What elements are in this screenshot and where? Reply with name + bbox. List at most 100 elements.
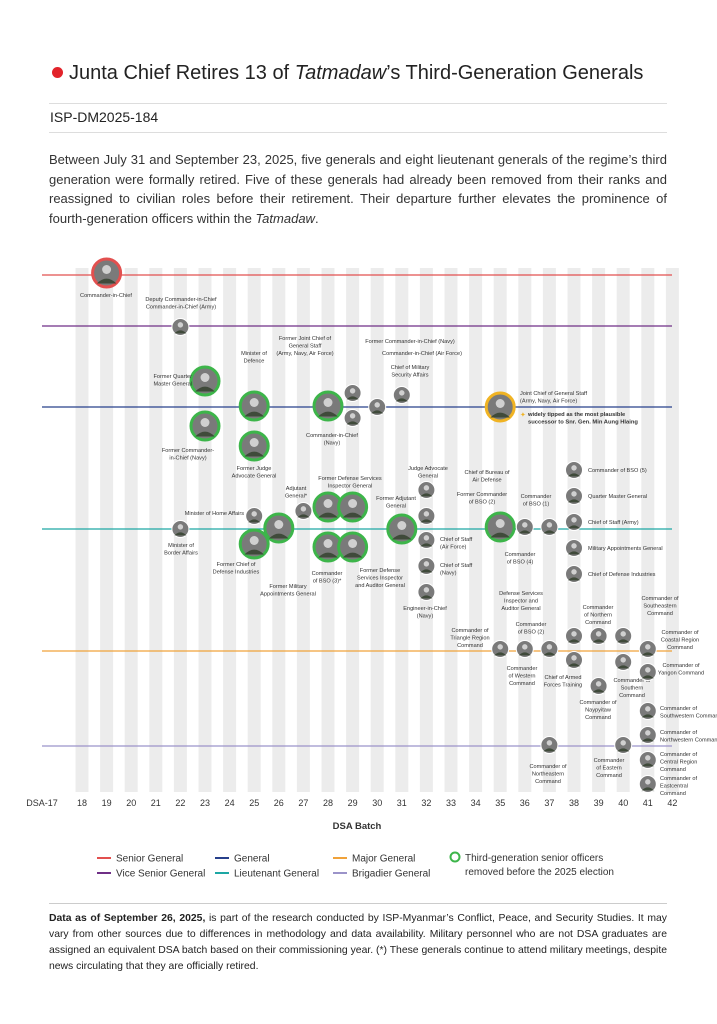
- rule: [49, 103, 667, 104]
- officer-body: [346, 421, 359, 425]
- officer-label-line: Commander-in-Chief: [306, 433, 358, 439]
- officer-label-line: of Eastern: [596, 766, 622, 772]
- title-text: ’s Third-Generation Generals: [386, 62, 644, 84]
- officer-label-line: Chief of Armed: [545, 675, 582, 681]
- officer-label-line: of BSO (4): [507, 560, 534, 566]
- officer-label: Chief of Armed Forces Training: [544, 675, 583, 689]
- officer-body: [641, 714, 654, 718]
- officer-label-line: Minister of: [168, 543, 194, 549]
- officer-label-line: Commander: [516, 622, 547, 628]
- officer-label-line: Former Adjutant: [376, 496, 416, 502]
- officer-label-line: Former Military: [269, 584, 306, 590]
- officer-label-line: Command: [619, 693, 645, 699]
- column-band: [346, 268, 360, 792]
- officer-label-line: (Navy): [417, 614, 434, 620]
- officer-face: [522, 644, 528, 650]
- legend-label: Lieutenant General: [234, 869, 319, 880]
- officer-label-line: Southern: [621, 686, 644, 692]
- officer-label: Former Commander of BSO (2): [457, 492, 507, 506]
- officer-label-line: (Army, Navy, Air Force): [276, 351, 333, 357]
- x-tick-label: 29: [348, 798, 358, 808]
- officer-body: [244, 451, 264, 457]
- x-tick-label: 36: [520, 798, 530, 808]
- officer-label-line: of BSO (2): [469, 500, 496, 506]
- officer-body: [617, 665, 630, 669]
- x-tick-label: 27: [298, 798, 308, 808]
- officer-body: [543, 748, 556, 752]
- officer-label-line: Commander of: [662, 630, 699, 636]
- officer-label: Commander-in-Chief: [80, 293, 132, 299]
- officer-body: [568, 577, 580, 581]
- officer-body: [244, 549, 264, 555]
- column-band: [592, 268, 606, 792]
- officer-body: [568, 473, 580, 477]
- officer-label: Commander of Southeastern Command: [642, 596, 679, 617]
- x-tick-label: 20: [126, 798, 136, 808]
- officer-label-line: Commander-in-Chief (Army): [146, 305, 216, 311]
- officer-face: [595, 681, 602, 687]
- legend-label: Brigadier General: [352, 869, 430, 880]
- officer-face: [200, 418, 210, 427]
- officer-label: Minister of Border Affairs: [164, 543, 198, 557]
- x-tick-label: 39: [594, 798, 604, 808]
- officer-face: [274, 520, 284, 529]
- officer-face: [522, 522, 528, 528]
- officer-body: [420, 493, 433, 497]
- column-band: [370, 268, 384, 792]
- x-tick-label: 33: [446, 798, 456, 808]
- officer-body: [269, 533, 289, 539]
- officer-body: [248, 519, 261, 523]
- officer-label: Former Quarter Master General: [153, 374, 192, 388]
- officer-label: Chief of Defense Industries: [588, 572, 656, 578]
- officer-face: [423, 561, 430, 567]
- officer-label-line: Former Judge: [237, 466, 272, 472]
- officer-label-line: Engineer-in-Chief: [403, 606, 447, 612]
- officer-face: [249, 536, 259, 545]
- officer-face: [397, 521, 407, 530]
- star: ✦: [520, 411, 526, 419]
- officer-label: Commander of Coastal Region Command: [661, 630, 699, 651]
- officer-label-line: Command: [457, 643, 483, 649]
- officer-face: [546, 522, 553, 528]
- officer-face: [423, 511, 430, 517]
- officer-label-line: Command: [667, 645, 693, 651]
- column-band: [444, 268, 458, 792]
- officer-face: [645, 667, 651, 673]
- officer-body: [641, 738, 654, 742]
- column-band: [419, 268, 433, 792]
- officer-label-line: Eastcentral: [660, 784, 688, 790]
- officer-face: [348, 499, 358, 508]
- officer-label-line: Auditor General: [501, 606, 540, 612]
- officer-label-line: Command: [509, 681, 535, 687]
- column-band: [75, 268, 89, 792]
- officer-label: Commander of Eastcentral Command: [660, 776, 697, 797]
- officer-face: [495, 399, 505, 408]
- officer-body: [420, 543, 433, 547]
- officer-label: Commander of BSO (1): [521, 494, 552, 508]
- officer-label-line: of Western: [509, 674, 536, 680]
- officer-label-line: of BSO (3)*: [313, 579, 342, 585]
- officer-label: Former Joint Chief of General Staff (Army,…: [276, 336, 333, 357]
- officer-body: [617, 748, 630, 752]
- officer-face: [423, 485, 430, 491]
- x-tick-label: 24: [225, 798, 235, 808]
- officer-label-line: Former Quarter: [153, 374, 192, 380]
- officer-label: Chief of Bureau of Air Defense: [464, 470, 510, 484]
- officer-body: [195, 431, 215, 437]
- officer-body: [420, 595, 433, 599]
- officer-label: Adjutant General*: [285, 486, 308, 500]
- officer-label-line: in-Chief (Navy): [169, 456, 206, 462]
- officer-body: [518, 530, 531, 534]
- officer-body: [568, 525, 580, 529]
- officer-label: Chief of Military Security Affairs: [391, 365, 430, 379]
- officer-body: [617, 639, 630, 643]
- column-band: [641, 268, 655, 792]
- officer-body: [641, 763, 654, 767]
- column-band: [665, 268, 679, 792]
- officer-face: [645, 644, 651, 650]
- officer-label-line: Former Commander-in-Chief (Navy): [365, 339, 455, 345]
- officer-body: [592, 689, 605, 693]
- officer-label-line: Naypyitaw: [585, 708, 612, 714]
- officer-label-line: General: [418, 474, 438, 480]
